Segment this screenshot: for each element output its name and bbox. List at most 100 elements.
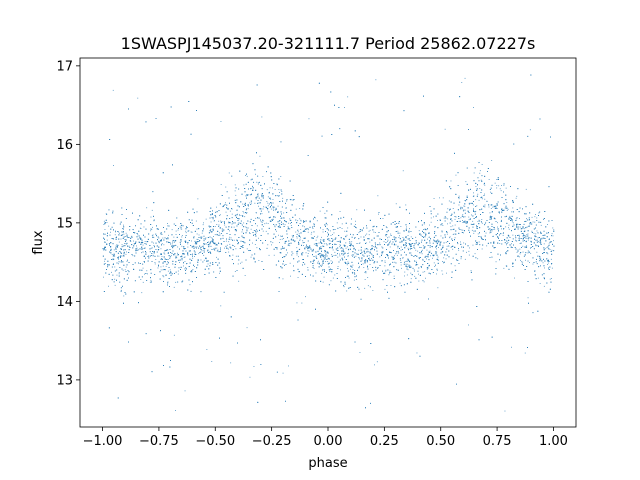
data-point: [226, 247, 228, 249]
data-point: [400, 249, 402, 251]
data-point: [339, 244, 341, 246]
data-point: [399, 282, 401, 284]
data-point: [219, 232, 220, 234]
data-point: [537, 277, 539, 279]
data-point: [238, 280, 240, 282]
data-point: [473, 172, 475, 174]
data-point: [525, 259, 526, 261]
data-point: [410, 244, 412, 246]
data-point: [361, 259, 363, 261]
data-point: [368, 257, 370, 259]
data-point: [443, 262, 444, 264]
data-point: [494, 228, 496, 230]
data-point: [404, 271, 406, 273]
data-point: [347, 268, 348, 269]
data-point: [329, 240, 331, 242]
data-point: [521, 261, 522, 263]
data-point: [315, 255, 317, 257]
data-point: [376, 361, 378, 363]
data-point: [313, 262, 315, 264]
data-point: [211, 237, 213, 239]
data-point: [433, 216, 434, 218]
data-point: [198, 253, 200, 255]
data-point: [220, 238, 222, 240]
data-point: [375, 244, 377, 245]
data-point: [463, 232, 464, 234]
data-point: [307, 253, 309, 254]
data-point: [520, 228, 522, 230]
data-point: [151, 247, 153, 249]
data-point: [378, 213, 379, 215]
data-point: [346, 246, 348, 248]
data-point: [104, 246, 106, 248]
data-point: [303, 221, 304, 223]
data-point: [430, 217, 432, 219]
data-point: [507, 242, 509, 243]
data-point: [466, 195, 468, 197]
data-point: [151, 235, 153, 236]
data-point: [194, 251, 196, 253]
data-point: [213, 220, 215, 222]
data-point: [340, 241, 341, 243]
data-point: [279, 242, 280, 243]
data-point: [418, 273, 419, 275]
data-point: [145, 257, 146, 259]
data-point: [285, 208, 287, 209]
data-point: [283, 238, 284, 239]
data-point: [458, 227, 460, 229]
data-point: [266, 201, 268, 202]
data-point: [332, 240, 334, 242]
data-point: [489, 228, 491, 229]
data-point: [257, 182, 259, 184]
data-point: [112, 258, 114, 260]
data-point: [390, 252, 392, 254]
data-point: [548, 238, 550, 240]
data-point: [454, 265, 456, 267]
data-point: [340, 245, 341, 246]
data-point: [484, 198, 486, 200]
data-point: [404, 261, 406, 262]
data-point: [144, 262, 145, 263]
data-point: [484, 204, 486, 206]
data-point: [511, 221, 513, 223]
data-point: [285, 207, 287, 208]
data-point: [433, 239, 435, 241]
data-point: [551, 235, 552, 237]
data-point: [115, 231, 116, 233]
data-point: [405, 204, 407, 206]
data-point: [136, 247, 138, 249]
data-point: [167, 249, 169, 251]
data-point: [531, 247, 532, 248]
data-point: [142, 248, 144, 249]
data-point: [313, 259, 315, 261]
data-point: [188, 230, 190, 232]
data-point: [501, 228, 502, 230]
data-point: [124, 239, 126, 240]
data-point: [512, 262, 514, 264]
data-point: [262, 230, 264, 232]
data-point: [463, 221, 464, 223]
data-point: [464, 222, 466, 223]
data-point: [397, 247, 399, 249]
data-point: [236, 214, 238, 216]
data-point: [501, 219, 502, 221]
data-point: [140, 242, 142, 244]
data-point: [464, 205, 466, 207]
data-point: [422, 245, 424, 247]
data-point: [347, 261, 349, 263]
data-point: [132, 255, 134, 257]
data-point: [296, 254, 298, 256]
data-point: [458, 204, 460, 206]
data-point: [389, 270, 391, 272]
data-point: [267, 223, 269, 224]
data-point: [196, 233, 198, 235]
data-point: [506, 207, 508, 209]
data-point: [229, 222, 230, 223]
data-point: [422, 259, 424, 261]
data-point: [440, 235, 442, 237]
data-point: [415, 260, 417, 262]
data-point: [493, 226, 495, 228]
data-point: [538, 212, 540, 214]
data-point: [345, 236, 347, 238]
data-point: [168, 234, 169, 236]
